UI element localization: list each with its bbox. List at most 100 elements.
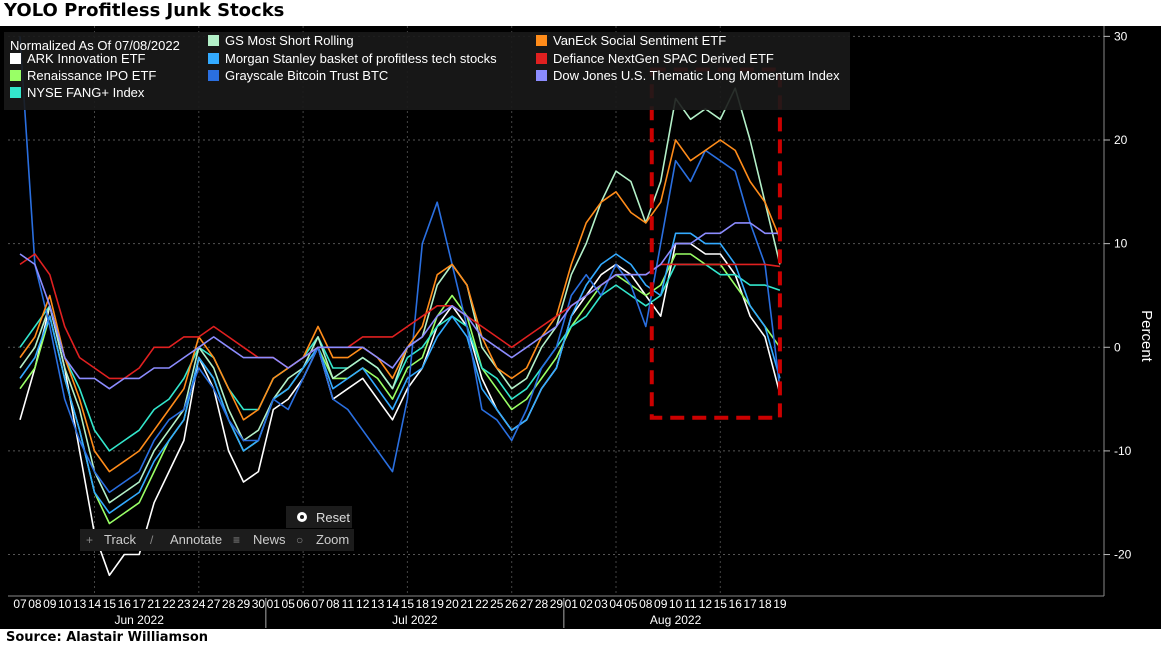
x-tick-label: 09 [43,597,57,611]
series-layer [19,36,781,577]
x-tick-label: 19 [431,597,445,611]
x-tick-label: 05 [282,597,296,611]
magnifier-icon: ○ [296,533,303,547]
x-tick-label: 07 [13,597,27,611]
x-tick-label: 15 [401,597,415,611]
legend-swatch [536,35,547,46]
highlight-layer [649,67,782,420]
x-tick-label: 14 [88,597,102,611]
y-axis-label: Percent [1138,310,1155,363]
x-tick-label: 03 [594,597,608,611]
reset-button-bg [286,506,352,528]
legend-swatch [208,70,219,81]
x-tick-label: 18 [758,597,772,611]
x-tick-label: 22 [162,597,176,611]
legend-label: Dow Jones U.S. Thematic Long Momentum In… [553,68,840,83]
series-line [19,87,781,504]
legend-swatch [208,53,219,64]
x-axis: 07 08 09 10 13 14 15 16 17 21 22 23 24 27 28 29 30 01 05 06… [8,595,1104,628]
news-button[interactable]: ≡ News [233,532,286,547]
y-tick-label: 0 [1114,340,1121,354]
legend-label: ARK Innovation ETF [27,51,146,66]
x-tick-label: 07 [311,597,325,611]
legend-label: Grayscale Bitcoin Trust BTC [225,68,388,83]
legend-label: Renaissance IPO ETF [27,68,156,83]
pencil-icon: / [150,533,154,547]
x-tick-label: 16 [729,597,743,611]
legend-swatch [536,70,547,81]
grid-layer [8,26,1104,596]
legend-label: Defiance NextGen SPAC Derived ETF [553,51,774,66]
x-tick-label: 17 [133,597,147,611]
y-axis: -20 -10 0 10 20 30 [1103,26,1132,596]
legend-label: VanEck Social Sentiment ETF [553,33,726,48]
news-icon: ≡ [233,533,240,547]
x-tick-label: 11 [342,597,355,611]
x-tick-label: 13 [371,597,385,611]
month-label: Jul 2022 [392,613,438,627]
x-tick-label: 12 [699,597,713,611]
y-tick-label: -10 [1114,444,1132,458]
x-tick-label: 11 [684,597,697,611]
legend-swatch [208,35,219,46]
x-tick-label: 08 [639,597,653,611]
x-tick-label: 05 [624,597,638,611]
x-tick-label: 22 [475,597,489,611]
legend-label: Morgan Stanley basket of profitless tech… [225,51,497,66]
x-tick-label: 16 [118,597,132,611]
x-tick-label: 28 [535,597,549,611]
x-tick-label: 12 [356,597,370,611]
legend-label: GS Most Short Rolling [225,33,354,48]
y-tick-label: 30 [1114,29,1128,43]
x-tick-label: 02 [580,597,594,611]
x-tick-label: 30 [252,597,266,611]
x-tick-label: 08 [326,597,340,611]
legend-swatch [10,53,21,64]
legend: Normalized As Of 07/08/2022 ARK Innovati… [4,32,850,110]
series-line [19,263,781,452]
source-note: Source: Alastair Williamson [6,630,209,645]
chart-area[interactable]: -20 -10 0 10 20 30 07 08 09 10 13 14 15 16 17 21 22 23 24… [0,26,1161,629]
x-tick-label: 09 [654,597,668,611]
legend-swatch [10,87,21,98]
x-tick-label: 29 [550,597,564,611]
annotate-button[interactable]: / Annotate [150,532,222,547]
y-tick-label: 10 [1114,237,1128,251]
x-tick-label: 14 [386,597,400,611]
x-tick-label: 23 [177,597,191,611]
crosshair-icon: + [86,533,93,547]
reset-button[interactable]: Reset [297,510,350,525]
y-tick-label: -20 [1114,548,1132,562]
series-line [19,242,781,577]
x-tick-label: 25 [490,597,504,611]
x-tick-label: 27 [520,597,534,611]
month-label: Aug 2022 [650,613,702,627]
x-tick-label: 26 [505,597,519,611]
highlight-box [649,67,782,420]
x-tick-label: 20 [445,597,459,611]
x-tick-label: 17 [743,597,757,611]
legend-label: NYSE FANG+ Index [27,85,145,100]
y-tick-label: 20 [1114,133,1128,147]
x-tick-label: 28 [222,597,236,611]
month-label: Jun 2022 [115,613,165,627]
page-title: YOLO Profitless Junk Stocks [4,0,285,21]
x-tick-label: 13 [73,597,87,611]
x-tick-label: 19 [773,597,787,611]
annotate-label: Annotate [170,532,222,547]
news-label: News [253,532,286,547]
x-tick-label: 08 [28,597,42,611]
x-tick-label: 01 [565,597,579,611]
x-tick-label: 06 [296,597,310,611]
track-label: Track [104,532,137,547]
x-tick-label: 29 [237,597,251,611]
zoom-button[interactable]: ○ Zoom [296,532,349,547]
x-tick-label: 27 [207,597,221,611]
x-tick-label: 10 [58,597,72,611]
x-tick-label: 24 [192,597,206,611]
x-tick-label: 04 [609,597,623,611]
series-line [19,139,781,473]
track-button[interactable]: + Track [86,532,137,547]
reset-icon-center [300,515,304,519]
